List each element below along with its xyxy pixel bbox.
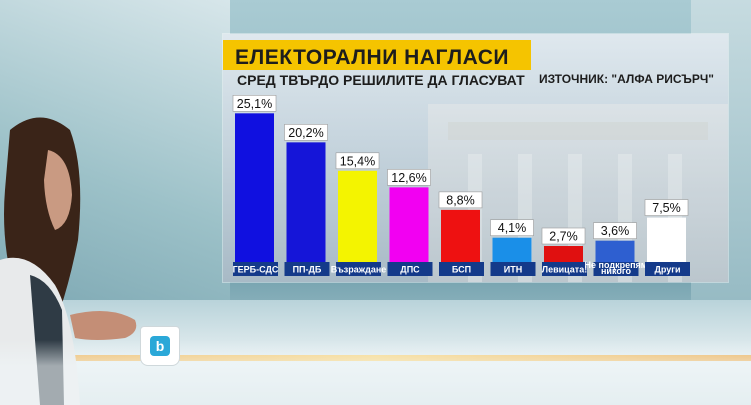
bar-chart: 25,1% ГЕРБ-СДС 20,2% ПП-ДБ 15,4% Възраждане 12… [232, 95, 690, 276]
bar-8 [595, 240, 635, 262]
bar-6 [492, 237, 532, 262]
title-band: ЕЛЕКТОРАЛНИ НАГЛАСИ [223, 40, 531, 70]
value-label: 8,8% [446, 193, 475, 207]
chart-title: ЕЛЕКТОРАЛНИ НАГЛАСИ [235, 46, 509, 69]
chart-subtitle: СРЕД ТВЪРДО РЕШИЛИТЕ ДА ГЛАСУВАТ [237, 72, 525, 88]
value-label: 7,5% [652, 201, 681, 215]
value-label-box [387, 169, 431, 186]
category-label: Не подкрепям никого [585, 260, 648, 276]
mug-logo: b [150, 336, 170, 356]
category-label: ПП-ДБ [293, 265, 322, 275]
category-label-box [284, 262, 330, 276]
bar-5 [441, 209, 480, 262]
bar-2 [286, 142, 326, 262]
branded-mug: b [140, 326, 180, 366]
category-label: БСП [452, 265, 471, 275]
bar-9 [647, 217, 686, 262]
value-label: 2,7% [549, 230, 578, 244]
value-label-box [438, 191, 483, 209]
value-label: 25,1% [237, 97, 272, 111]
category-label-box [387, 262, 433, 276]
value-label-box [490, 219, 534, 237]
value-label: 12,6% [391, 171, 426, 185]
building-frieze [448, 122, 708, 140]
bar-1 [235, 113, 274, 262]
presenter-desk [0, 340, 751, 405]
value-label: 20,2% [288, 126, 323, 140]
presenter-face [44, 150, 72, 230]
category-label-box [593, 262, 639, 276]
value-label-box [284, 124, 328, 141]
value-label-box [232, 95, 277, 112]
category-label: ГЕРБ-СДС [233, 265, 279, 275]
value-label: 3,6% [601, 224, 630, 238]
bar-7 [544, 246, 583, 262]
value-label: 15,4% [340, 154, 375, 168]
chart-source: ИЗТОЧНИК: "АЛФА РИСЪРЧ" [539, 72, 714, 86]
value-label-box [593, 222, 637, 239]
value-label: 4,1% [498, 221, 527, 235]
category-label-box [439, 262, 484, 276]
category-label: ИТН [504, 265, 522, 275]
category-label: ДПС [400, 265, 420, 275]
category-label-box [645, 262, 690, 276]
category-label-box [542, 262, 587, 276]
bar-4 [389, 187, 429, 262]
video-wall-screen: ЕЛЕКТОРАЛНИ НАГЛАСИ СРЕД ТВЪРДО РЕШИЛИТЕ… [223, 34, 728, 282]
category-label-box [233, 262, 278, 276]
value-label-box [541, 227, 586, 245]
category-label-box [490, 262, 536, 276]
category-label-box [336, 262, 381, 276]
category-label: Други [654, 265, 680, 275]
bar-3 [338, 170, 377, 262]
value-label-box [644, 199, 689, 216]
presenter-hand [70, 311, 137, 340]
category-label: Възраждане [331, 265, 387, 275]
category-label: Левицата! [542, 265, 587, 275]
value-label-box [335, 152, 380, 170]
